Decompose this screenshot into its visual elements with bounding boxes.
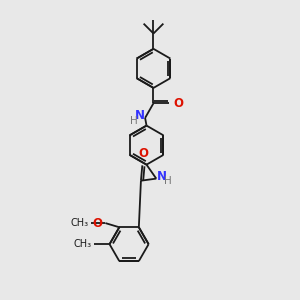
Text: O: O (138, 148, 148, 160)
Text: H: H (130, 116, 138, 126)
Text: H: H (164, 176, 172, 186)
Text: CH₃: CH₃ (73, 239, 92, 249)
Text: N: N (135, 109, 145, 122)
Text: O: O (93, 217, 103, 230)
Text: CH₃: CH₃ (70, 218, 88, 228)
Text: N: N (157, 170, 167, 183)
Text: O: O (173, 97, 183, 110)
